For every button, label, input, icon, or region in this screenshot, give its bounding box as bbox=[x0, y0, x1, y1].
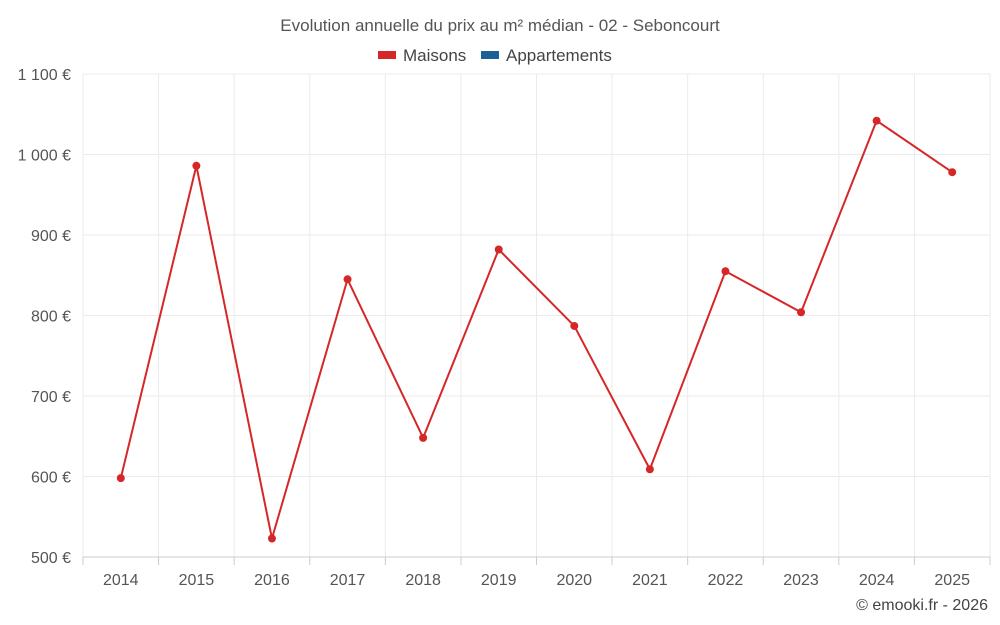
data-point-maisons[interactable] bbox=[570, 321, 579, 330]
data-point-maisons[interactable] bbox=[872, 116, 881, 125]
x-tick-label: 2021 bbox=[632, 572, 668, 589]
x-tick-label: 2018 bbox=[405, 572, 441, 589]
x-tick-label: 2019 bbox=[481, 572, 517, 589]
data-point-maisons[interactable] bbox=[419, 433, 428, 442]
data-point-maisons[interactable] bbox=[267, 534, 276, 543]
x-tick-label: 2017 bbox=[330, 572, 366, 589]
y-tick-label: 500 € bbox=[31, 550, 71, 567]
x-tick-label: 2025 bbox=[934, 572, 970, 589]
x-tick-label: 2022 bbox=[708, 572, 744, 589]
legend-swatch-appartements bbox=[481, 51, 499, 59]
legend-label-maisons: Maisons bbox=[403, 46, 466, 65]
legend-item-maisons[interactable]: Maisons bbox=[378, 46, 466, 65]
series-line-maisons bbox=[119, 119, 953, 540]
credit: © emooki.fr - 2026 bbox=[856, 597, 988, 614]
x-tick-label: 2016 bbox=[254, 572, 290, 589]
series-maisons bbox=[116, 116, 957, 543]
x-tick-label: 2020 bbox=[556, 572, 592, 589]
data-point-maisons[interactable] bbox=[192, 161, 201, 170]
data-point-maisons[interactable] bbox=[721, 267, 730, 276]
data-point-maisons[interactable] bbox=[797, 308, 806, 317]
y-tick-label: 700 € bbox=[31, 389, 71, 406]
y-axis: 500 € 600 € 700 € 800 € 900 € 1 000 € 1 100 € bbox=[18, 67, 71, 567]
x-tick-label: 2014 bbox=[103, 572, 139, 589]
y-tick-label: 600 € bbox=[31, 470, 71, 487]
legend-swatch-maisons bbox=[378, 51, 396, 59]
x-axis: 2014 2015 2016 2017 2018 2019 2020 2021 2022 2023… bbox=[82, 557, 991, 589]
data-point-maisons[interactable] bbox=[645, 465, 654, 474]
y-tick-label: 800 € bbox=[31, 309, 71, 326]
legend: Maisons Appartements bbox=[378, 46, 612, 65]
y-tick-label: 1 000 € bbox=[18, 148, 71, 165]
chart-title: Evolution annuelle du prix au m² médian … bbox=[280, 16, 720, 35]
legend-label-appartements: Appartements bbox=[506, 46, 612, 65]
data-point-maisons[interactable] bbox=[494, 245, 503, 254]
x-tick-label: 2023 bbox=[783, 572, 819, 589]
y-tick-label: 1 100 € bbox=[18, 67, 71, 84]
legend-item-appartements[interactable]: Appartements bbox=[481, 46, 612, 65]
data-point-maisons[interactable] bbox=[948, 168, 957, 177]
data-point-maisons[interactable] bbox=[343, 275, 352, 284]
data-point-maisons[interactable] bbox=[116, 474, 125, 483]
x-tick-label: 2024 bbox=[859, 572, 895, 589]
x-tick-label: 2015 bbox=[179, 572, 215, 589]
y-tick-label: 900 € bbox=[31, 228, 71, 245]
